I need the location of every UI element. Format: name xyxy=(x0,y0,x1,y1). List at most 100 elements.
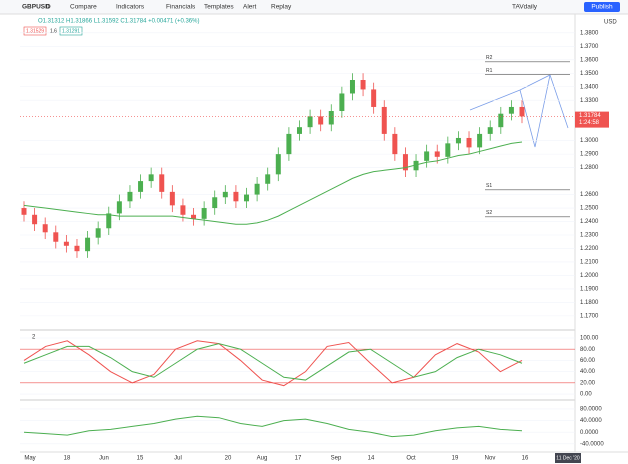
interval[interactable]: D xyxy=(46,4,51,11)
symbol[interactable]: GBPUSD xyxy=(22,4,50,11)
y-tick-label: 40.0000 xyxy=(580,418,602,424)
x-tick-label: Sep xyxy=(331,456,342,462)
y-tick-label: 1.3800 xyxy=(580,30,599,36)
x-tick-label: 14 xyxy=(368,456,375,462)
candle-body xyxy=(307,116,313,128)
series-line xyxy=(23,343,523,381)
candle-body xyxy=(74,245,80,252)
x-tick-label: Aug xyxy=(257,456,268,462)
pivot-label: S1 xyxy=(486,183,492,189)
candle-body xyxy=(95,228,101,238)
input-box xyxy=(23,26,47,36)
layout-name[interactable]: TAVdaily xyxy=(512,4,538,11)
candle-body xyxy=(424,151,430,161)
y-tick-label: 1.2200 xyxy=(580,246,599,252)
pivot-label: S2 xyxy=(486,210,492,216)
candle-body xyxy=(434,151,440,157)
candle-body xyxy=(402,154,408,171)
toolbar-item[interactable]: Alert xyxy=(243,4,257,11)
candle-body xyxy=(328,111,334,125)
candle-body xyxy=(159,174,165,192)
y-tick-label: 80.00 xyxy=(580,347,596,353)
x-tick-label: May xyxy=(24,456,35,462)
x-tick-label: Oct xyxy=(406,456,416,462)
x-tick-label: 19 xyxy=(452,456,459,462)
candle-body xyxy=(349,80,355,94)
candle-body xyxy=(191,214,197,219)
y-tick-label: 1.1900 xyxy=(580,286,599,292)
candle-body xyxy=(296,127,302,134)
candle-body xyxy=(275,154,281,175)
y-tick-label: 20.00 xyxy=(580,380,596,386)
y-tick-label: 1.3300 xyxy=(580,98,599,104)
input-value: 1.6 xyxy=(50,28,57,34)
ohlc-legend: O1.31312 H1.31866 L1.31592 C1.31784 +0.0… xyxy=(38,19,199,25)
candle-body xyxy=(53,232,59,242)
projection xyxy=(519,74,551,148)
candle-body xyxy=(222,191,228,198)
candle-body xyxy=(63,241,69,246)
candle-body xyxy=(371,89,377,107)
x-tick-label: Jun xyxy=(99,456,109,462)
candle-body xyxy=(445,143,451,157)
toolbar-item[interactable]: Templates xyxy=(204,4,234,11)
y-tick-label: 1.2300 xyxy=(580,233,599,239)
candle-body xyxy=(127,191,133,202)
candle-body xyxy=(413,160,419,171)
toolbar-item[interactable]: Financials xyxy=(166,4,196,11)
candle-body xyxy=(116,201,122,214)
y-tick-label: 1.3400 xyxy=(580,84,599,90)
candle-body xyxy=(138,181,144,192)
candle-body xyxy=(498,113,504,128)
candle-body xyxy=(42,224,48,233)
pivot-label: R2 xyxy=(486,55,493,61)
y-tick-label: 1.2000 xyxy=(580,273,599,279)
y-tick-label: 1.3500 xyxy=(580,71,599,77)
y-tick-label: 100.00 xyxy=(580,336,599,342)
pivot-label: R1 xyxy=(486,68,493,74)
candle-body xyxy=(339,93,345,111)
candle-body xyxy=(318,116,324,125)
candle-body xyxy=(519,106,525,117)
y-tick-label: 1.3000 xyxy=(580,138,599,144)
publish-label[interactable]: Publish xyxy=(591,4,613,11)
y-tick-label: 1.2600 xyxy=(580,192,599,198)
series-line xyxy=(23,415,523,438)
y-tick-label: 0.0000 xyxy=(580,430,599,436)
candle-body xyxy=(286,133,292,155)
candle-body xyxy=(32,214,38,225)
x-tick-label: Jul xyxy=(174,456,182,462)
last-price-badge xyxy=(575,111,609,128)
candle-body xyxy=(201,208,207,219)
x-tick-label: 20 xyxy=(225,456,232,462)
y-tick-label: 1.2500 xyxy=(580,206,599,212)
candle-body xyxy=(148,174,154,182)
x-tick-label: 17 xyxy=(295,456,302,462)
y-tick-label: 40.00 xyxy=(580,369,596,375)
countdown: 1:24:58 xyxy=(579,120,600,126)
y-tick-label: 80.0000 xyxy=(580,407,602,413)
y-tick-label: 1.2100 xyxy=(580,260,599,266)
y-tick-label: -40.0000 xyxy=(580,441,604,447)
input-value: 1.31529 xyxy=(26,28,44,34)
publish-button[interactable] xyxy=(584,2,620,12)
candle-body xyxy=(212,197,218,209)
toolbar-item[interactable]: Compare xyxy=(70,4,97,11)
pane-label: 2 xyxy=(32,335,36,341)
date-badge-bg xyxy=(555,453,581,463)
candle-body xyxy=(244,194,250,202)
toolbar-item[interactable]: Replay xyxy=(271,4,292,11)
candle-body xyxy=(455,137,461,144)
candle-body xyxy=(508,106,514,114)
candle-body xyxy=(106,213,112,229)
candle-body xyxy=(180,205,186,215)
toolbar-item[interactable]: Indicators xyxy=(116,4,145,11)
y-tick-label: 1.2900 xyxy=(580,152,599,158)
candle-body xyxy=(254,183,260,195)
x-tick-label: 15 xyxy=(137,456,144,462)
candle-body xyxy=(392,133,398,155)
candle-body xyxy=(233,191,239,202)
y-tick-label: 1.3700 xyxy=(580,44,599,50)
